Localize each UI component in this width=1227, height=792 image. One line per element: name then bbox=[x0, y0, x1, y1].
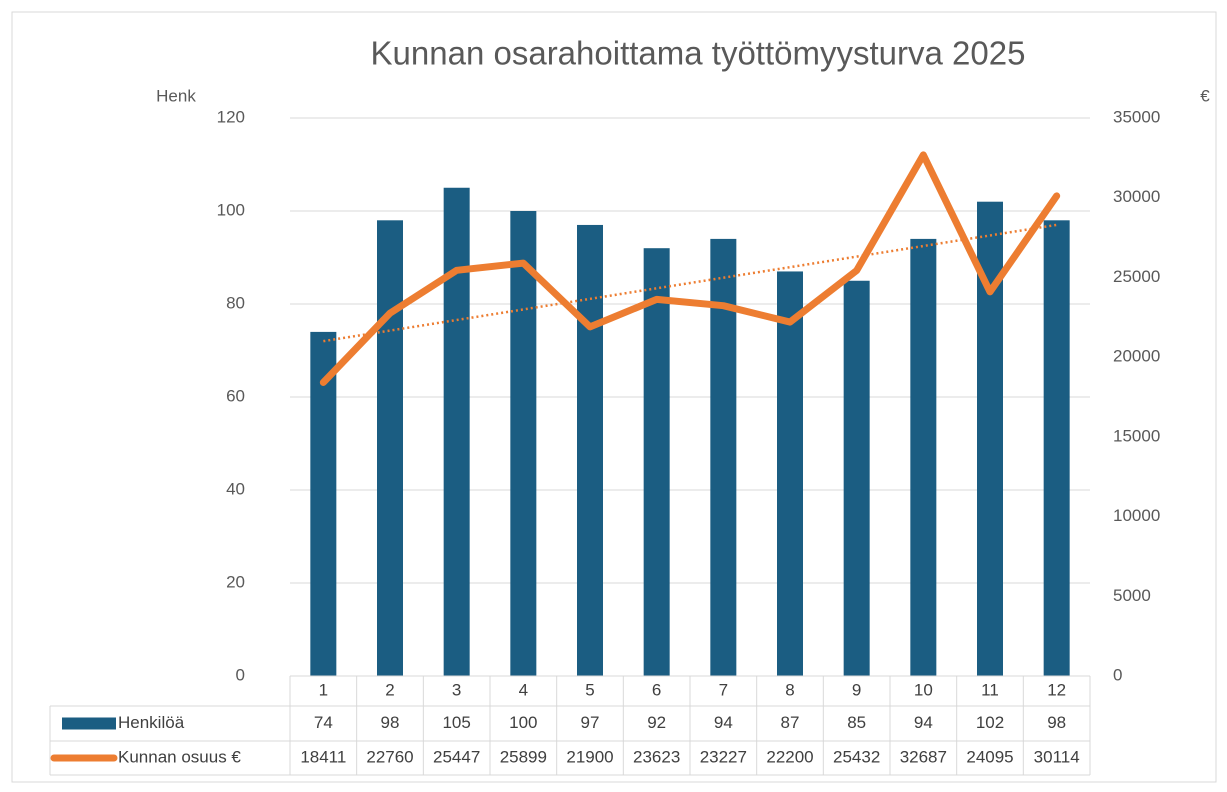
bar bbox=[443, 187, 470, 676]
table-value: 94 bbox=[914, 713, 933, 732]
table-value: 105 bbox=[442, 713, 470, 732]
y-tick-label: 120 bbox=[217, 107, 245, 126]
table-value: 85 bbox=[847, 713, 866, 732]
y-tick-label: 60 bbox=[226, 386, 245, 405]
bar bbox=[643, 248, 670, 676]
x-tick-label: 12 bbox=[1047, 680, 1066, 699]
table-value: 25432 bbox=[833, 747, 880, 766]
y-tick-label: 40 bbox=[226, 479, 245, 498]
trendline bbox=[323, 223, 1057, 343]
table-value: 23227 bbox=[700, 747, 747, 766]
x-tick-label: 10 bbox=[914, 680, 933, 699]
y-tick-label: 80 bbox=[226, 293, 245, 312]
table-value: 94 bbox=[714, 713, 733, 732]
table-value: 98 bbox=[381, 713, 400, 732]
y-tick-label: 100 bbox=[217, 200, 245, 219]
table-value: 30114 bbox=[1034, 747, 1080, 766]
table-value: 32687 bbox=[900, 747, 947, 766]
bar bbox=[777, 271, 803, 676]
legend-label: Henkilöä bbox=[118, 713, 185, 732]
bar bbox=[377, 220, 403, 677]
x-tick-label: 3 bbox=[452, 680, 461, 699]
x-tick-label: 6 bbox=[652, 680, 661, 699]
x-tick-label: 7 bbox=[719, 680, 728, 699]
table-value: 102 bbox=[976, 713, 1004, 732]
bar bbox=[1043, 220, 1070, 677]
legend-label: Kunnan osuus € bbox=[118, 747, 241, 766]
y2-tick-label: 10000 bbox=[1113, 506, 1160, 525]
y-tick-label: 0 bbox=[236, 665, 245, 684]
x-tick-label: 2 bbox=[385, 680, 394, 699]
table-value: 24095 bbox=[966, 747, 1013, 766]
y2-tick-label: 20000 bbox=[1113, 347, 1160, 366]
bar bbox=[310, 331, 337, 676]
table-value: 74 bbox=[314, 713, 333, 732]
y-axis-label: Henk bbox=[156, 86, 196, 105]
table-value: 100 bbox=[509, 713, 537, 732]
x-tick-label: 4 bbox=[519, 680, 528, 699]
legend-key bbox=[62, 717, 116, 730]
x-tick-label: 5 bbox=[585, 680, 594, 699]
table-value: 23623 bbox=[633, 747, 680, 766]
table-value: 98 bbox=[1047, 713, 1066, 732]
table-value: 22760 bbox=[366, 747, 413, 766]
table-value: 92 bbox=[647, 713, 666, 732]
table-value: 22200 bbox=[766, 747, 813, 766]
table-value: 97 bbox=[581, 713, 600, 732]
table-value: 25899 bbox=[500, 747, 547, 766]
y-tick-label: 20 bbox=[226, 572, 245, 591]
y2-tick-label: 35000 bbox=[1113, 107, 1160, 126]
table-value: 21900 bbox=[566, 747, 613, 766]
bar bbox=[843, 280, 870, 676]
bar bbox=[910, 238, 937, 676]
line bbox=[319, 151, 1061, 386]
x-tick-label: 8 bbox=[785, 680, 794, 699]
x-tick-label: 11 bbox=[981, 680, 999, 699]
x-tick-label: 9 bbox=[852, 680, 861, 699]
y2-tick-label: 25000 bbox=[1113, 267, 1160, 286]
bar bbox=[577, 224, 603, 676]
x-tick-label: 1 bbox=[319, 680, 328, 699]
y2-tick-label: 5000 bbox=[1113, 586, 1151, 605]
table-value: 25447 bbox=[433, 747, 480, 766]
chart-title: Kunnan osarahoittama työttömyysturva 202… bbox=[371, 35, 1026, 72]
bar bbox=[710, 238, 737, 676]
y2-axis-label: € bbox=[1200, 86, 1210, 105]
table-value: 18411 bbox=[300, 747, 346, 766]
table-value: 87 bbox=[781, 713, 800, 732]
y2-tick-label: 15000 bbox=[1113, 426, 1160, 445]
y2-tick-label: 0 bbox=[1113, 665, 1122, 684]
bar bbox=[510, 211, 537, 676]
y2-tick-label: 30000 bbox=[1113, 187, 1160, 206]
